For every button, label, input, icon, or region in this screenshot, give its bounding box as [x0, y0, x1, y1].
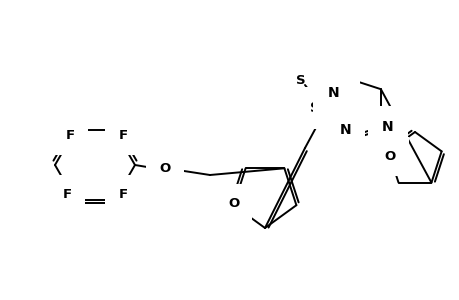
Text: N: N: [334, 76, 345, 90]
Text: F: F: [65, 129, 74, 142]
Text: F: F: [62, 188, 72, 201]
Text: S: S: [296, 74, 305, 86]
Text: S: S: [309, 101, 319, 115]
Text: F: F: [118, 129, 127, 142]
Text: F: F: [118, 188, 127, 201]
Text: N: N: [381, 120, 393, 134]
Text: O: O: [228, 197, 239, 210]
Text: O: O: [384, 150, 395, 163]
Text: N: N: [327, 85, 338, 100]
Text: N: N: [339, 123, 350, 137]
Text: O: O: [159, 163, 170, 176]
